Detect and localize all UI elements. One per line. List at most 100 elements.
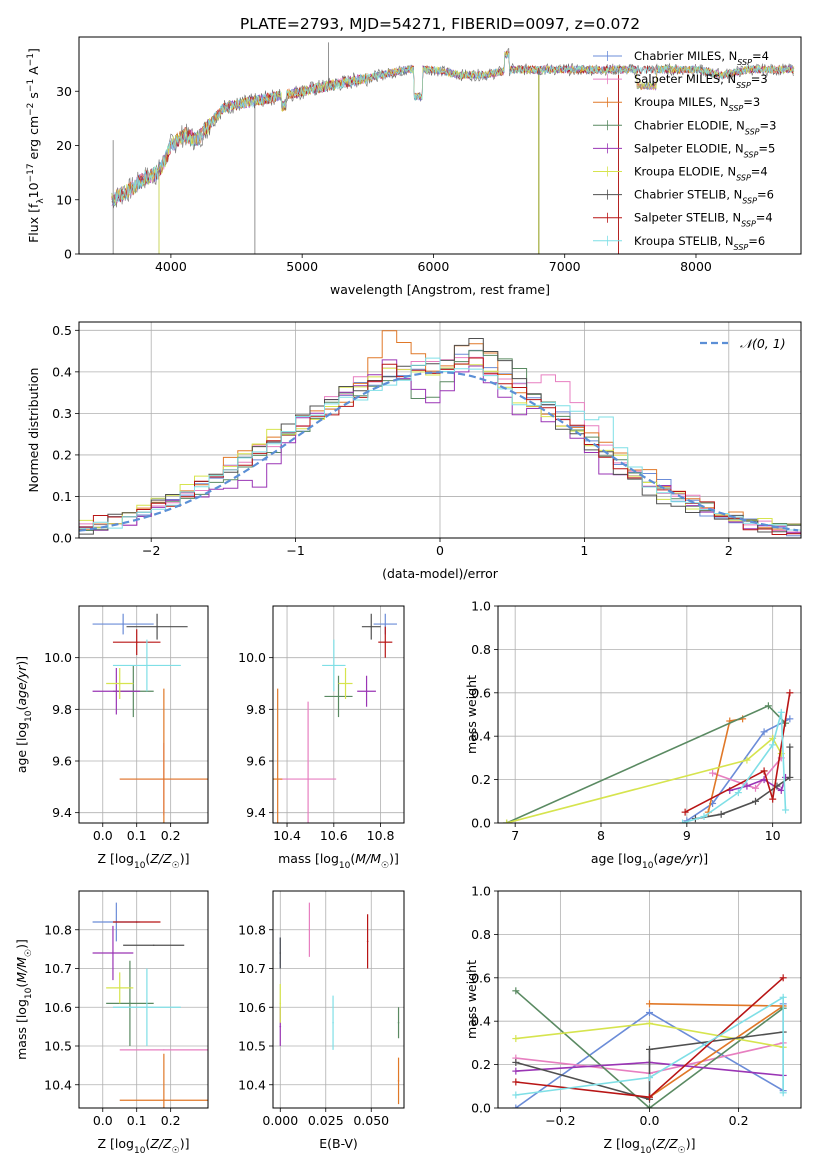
legend-label: Kroupa ELODIE, NSSP=4 [634,165,768,183]
x-axis-label-part: 10 [339,861,351,871]
legend-label-part: SSP [729,104,744,113]
x-axis-label-part: Z/Z [149,851,172,866]
x-tick-label: 8 [597,828,605,843]
axes-frame [78,321,802,539]
x-axis-label-part: 10 [640,1146,652,1156]
x-axis-label-part: ( [145,1136,150,1151]
x-tick-label: 0 [436,543,444,558]
data-point [163,1049,165,1051]
y-axis-label-part: mass [log [14,999,29,1060]
x-axis-label: age [log10(age/yr)] [591,851,708,871]
y-tick-label: 0.6 [471,970,491,985]
x-axis-label-part: Z [log [98,1136,134,1151]
age-vs-mass-points [273,613,397,823]
weight-line-9 [515,995,784,1096]
x-tick-label: 0.0 [93,828,113,843]
y-tick-label: 0.8 [471,927,491,942]
x-axis-label-part: ☉ [172,861,180,871]
y-tick-label: 0.0 [471,1101,491,1116]
x-tick-label: 7 [511,828,519,843]
legend-label-part: =4 [752,49,769,63]
y-tick-label: 10.7 [44,961,72,976]
data-point [115,690,118,693]
legend-label: Salpeter ELODIE, NSSP=5 [634,141,775,159]
data-point [307,778,309,780]
y-axis-label-part: 10 [24,987,34,999]
data-point [279,952,282,954]
gaussian-curve [79,371,799,532]
legend-label: Chabrier STELIB, NSSP=6 [634,188,774,206]
y-axis-label-part: −1 [26,53,36,66]
x-tick-label: −0.2 [545,1113,575,1128]
data-point [152,944,155,947]
x-axis-label-part: ( [653,851,658,866]
mass-weight-vs-age-lines [503,689,794,823]
data-point [163,1099,165,1102]
x-tick-label: 0.050 [353,1113,389,1128]
x-tick-label: 2 [725,543,733,558]
data-point [332,1021,334,1024]
x-axis-label-part: 10 [134,1146,146,1156]
age-vs-Z-points [92,613,208,823]
x-tick-label: 0.0 [640,1113,660,1128]
mass-vs-EBV-panel: 0.000 0.025 0.050 10.4 10.5 10.6 10.7 10.8 E(B-V… [238,890,405,1151]
weight-line-7 [695,747,791,820]
y-axis-label-part: erg cm [26,116,41,164]
y-tick-label: 0.6 [471,685,491,700]
weight-line-4 [515,990,784,1108]
mass-vs-Z-panel: 0.0 0.1 0.210.410.510.610.710.8Z [log10(Z/… [14,890,209,1156]
data-point [118,682,121,685]
legend-label: Chabrier ELODIE, NSSP=3 [634,118,776,136]
data-point [337,695,340,698]
y-tick-label: 10 [56,192,72,207]
x-tick-label: 0.2 [729,1113,749,1128]
data-point [366,940,369,943]
x-tick-label: 6000 [418,259,450,274]
data-point [146,664,148,667]
legend-label-part: =4 [751,165,768,179]
x-tick-label: 0.0 [93,1113,113,1128]
x-axis-label-part: Z [log [98,851,134,866]
x-axis-label-part: M/M [355,851,381,866]
x-tick-label: 10.8 [367,828,395,843]
data-point [135,921,138,923]
data-point [384,641,387,643]
x-axis-label-part: age/yr [658,851,699,866]
y-tick-label: 9.6 [246,754,266,769]
legend-label: Kroupa MILES, NSSP=3 [634,95,760,113]
y-tick-label: 0.0 [471,816,491,831]
x-axis-label-part: )] [389,851,399,866]
histogram-panel: −2 −1 0 1 2 0.0 0.1 0.2 0.3 0.4 0.5 (data-model)/er… [26,321,802,581]
legend-label-part: SSP [736,173,751,182]
axes-frame [272,605,405,824]
legend-label-part: SSP [734,242,749,251]
y-axis-label-part: M/M [14,957,29,983]
y-axis-label: age [log10(age/yr)] [14,656,34,773]
data-point [397,1021,400,1024]
legend-label-part: =6 [757,188,774,202]
data-point [118,987,121,989]
legend-label-part: =6 [748,234,765,248]
data-point [397,1080,400,1082]
y-tick-label: 10.0 [44,650,72,665]
legend-label: Salpeter STELIB, NSSP=4 [634,211,773,229]
y-axis-label-part: )] [14,656,29,666]
y-axis-label-part: ( [14,706,29,711]
legend-label-part: Chabrier ELODIE, N [634,118,745,132]
y-axis-label: mass weight [464,960,479,1039]
weight-line-3 [649,1003,786,1098]
y-axis-label-part: −1 [26,79,36,92]
mass-weight-vs-Z-lines [512,974,787,1108]
spectrum-panel: 4000 5000 6000 7000 8000 0 10 20 30 wavelength [A… [26,36,802,297]
y-tick-label: 0 [64,247,72,262]
y-axis-label-part: )] [14,939,29,949]
data-point [384,623,387,625]
legend-label-part: Salpeter ELODIE, N [634,141,744,155]
x-tick-label: 0.1 [127,1113,147,1128]
x-axis-label: E(B-V) [319,1136,358,1151]
x-axis-label-part: ( [145,851,150,866]
y-tick-label: 30 [56,84,72,99]
y-axis-label-part: 10 [26,182,41,198]
axes-frame [78,605,209,824]
x-axis-label: Z [log10(Z/Z☉)] [98,1136,190,1156]
